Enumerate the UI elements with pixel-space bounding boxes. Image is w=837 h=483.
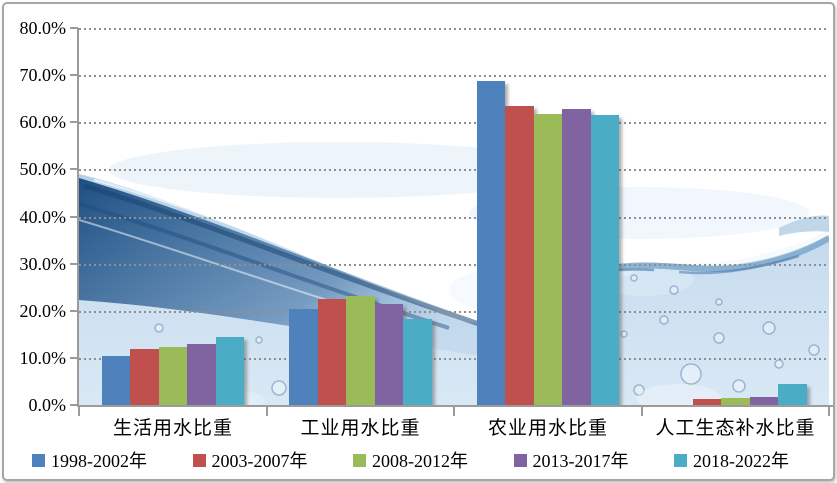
bar-2008-2012年-生活用水比重: [158, 346, 187, 405]
bars-2: [289, 28, 432, 405]
y-tick-mark: [70, 168, 78, 171]
y-tick-label-10.0%: 10.0%: [19, 347, 67, 368]
y-tick-mark: [70, 215, 78, 218]
x-tick-mark: [828, 407, 830, 416]
plot-area: [79, 28, 829, 405]
bar-2013-2017年-农业用水比重: [562, 109, 591, 405]
legend-item-2018-2022年: 2018-2022年: [674, 447, 789, 473]
y-tick-label-0.0%: 0.0%: [28, 395, 67, 415]
y-axis-line: [77, 28, 79, 407]
category-label-3: 农业用水比重: [487, 418, 608, 439]
y-tick-mark: [70, 309, 78, 312]
y-tick-label-20.0%: 20.0%: [19, 300, 67, 321]
legend-swatch-icon: [513, 453, 527, 467]
x-tick-mark: [453, 407, 455, 416]
x-tick-mark: [265, 407, 268, 416]
bar-2008-2012年-农业用水比重: [533, 114, 562, 405]
y-tick-label-80.0%: 80.0%: [19, 18, 67, 38]
bar-2018-2022年-生活用水比重: [215, 336, 244, 405]
gridline-10: [79, 357, 829, 360]
bar-2003-2007年-农业用水比重: [505, 105, 534, 405]
legend: 1998-2002年 2003-2007年 2008-2012年 2013-2017年…: [32, 448, 789, 472]
y-tick-label-50.0%: 50.0%: [19, 159, 67, 180]
bars-1: [101, 28, 244, 405]
legend-label: 2013-2017年: [532, 451, 629, 471]
category-label-4: 人工生态补水比重: [655, 418, 816, 439]
legend-item-2013-2017年: 2013-2017年: [513, 447, 629, 473]
y-tick-mark: [70, 404, 78, 406]
gridline-50: [79, 169, 829, 172]
y-tick-mark: [70, 262, 78, 265]
x-tick-mark: [640, 407, 643, 416]
bars-4: [664, 28, 807, 405]
y-tick-label-30.0%: 30.0%: [19, 253, 67, 274]
legend-label: 2008-2012年: [372, 451, 468, 471]
bar-group-2: [267, 28, 455, 405]
legend-swatch-icon: [353, 453, 366, 467]
bar-1998-2002年-工业用水比重: [289, 309, 318, 405]
y-tick-label-40.0%: 40.0%: [19, 206, 67, 227]
bar-2003-2007年-生活用水比重: [130, 348, 159, 405]
bar-2018-2022年-人工生态补水比重: [778, 383, 807, 405]
y-tick-mark: [70, 74, 78, 77]
bar-2018-2022年-农业用水比重: [590, 114, 619, 405]
gridline-80: [79, 28, 829, 30]
bar-group-4: [642, 28, 830, 405]
bar-group-3: [454, 28, 642, 405]
gridline-60: [79, 122, 829, 125]
bar-group-1: [79, 28, 267, 405]
x-axis-line: [77, 405, 833, 407]
legend-item-2008-2012年: 2008-2012年: [353, 447, 468, 473]
bar-2018-2022年-工业用水比重: [403, 319, 432, 405]
gridline-40: [79, 216, 829, 219]
bar-2008-2012年-工业用水比重: [346, 296, 375, 405]
bar-2013-2017年-人工生态补水比重: [749, 397, 778, 405]
legend-swatch-icon: [674, 453, 687, 467]
legend-item-1998-2002年: 1998-2002年: [32, 447, 147, 473]
y-tick-mark: [70, 27, 78, 29]
legend-swatch-icon: [32, 453, 45, 467]
gridline-20: [79, 310, 829, 313]
y-tick-mark: [70, 356, 78, 359]
legend-label: 2018-2022年: [693, 451, 789, 471]
category-label-1: 生活用水比重: [112, 418, 233, 439]
y-tick-mark: [70, 121, 78, 124]
x-tick-mark: [78, 407, 80, 416]
legend-item-2003-2007年: 2003-2007年: [192, 447, 308, 473]
legend-label: 2003-2007年: [211, 451, 308, 471]
legend-label: 1998-2002年: [51, 451, 147, 471]
category-label-2: 工业用水比重: [300, 418, 421, 439]
bar-2003-2007年-工业用水比重: [317, 299, 346, 405]
legend-swatch-icon: [192, 453, 206, 467]
bar-1998-2002年-农业用水比重: [476, 81, 505, 405]
y-tick-label-70.0%: 70.0%: [19, 65, 67, 86]
bar-2008-2012年-人工生态补水比重: [721, 397, 750, 405]
bar-1998-2002年-生活用水比重: [101, 356, 130, 405]
gridline-70: [79, 75, 829, 78]
bar-2013-2017年-生活用水比重: [187, 343, 216, 405]
bars-3: [476, 28, 619, 405]
gridline-30: [79, 263, 829, 266]
bar-2003-2007年-人工生态补水比重: [692, 398, 721, 405]
y-tick-label-60.0%: 60.0%: [19, 112, 67, 133]
bar-2013-2017年-工业用水比重: [374, 303, 403, 405]
